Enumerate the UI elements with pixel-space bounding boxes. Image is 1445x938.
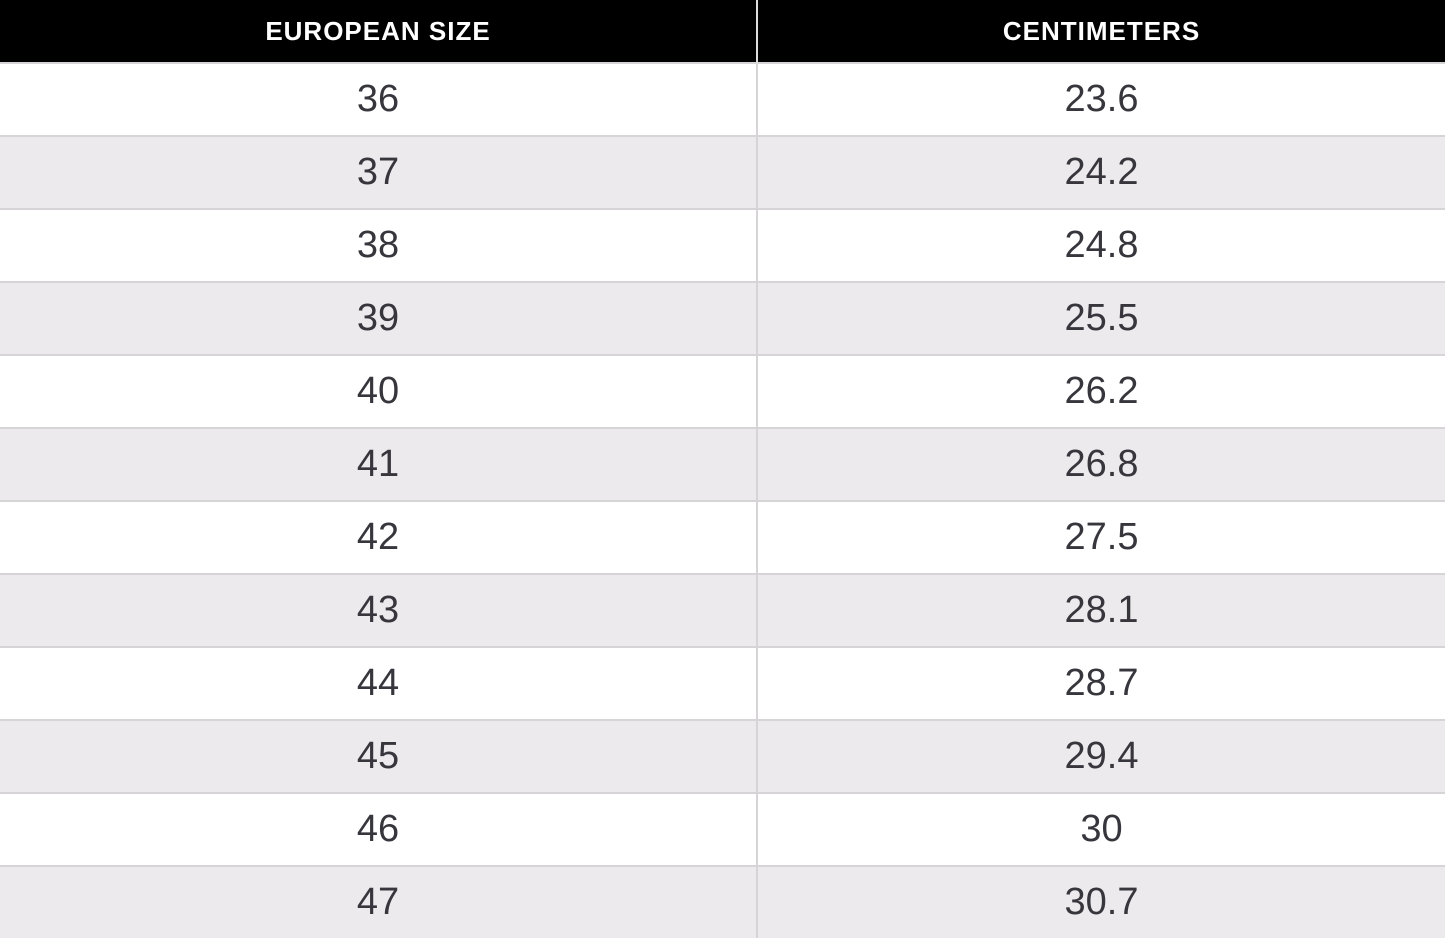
table-row: 45 29.4: [0, 719, 1445, 793]
table-row: 39 25.5: [0, 281, 1445, 355]
eu-size-cell: 41: [0, 427, 758, 501]
cm-cell: 28.1: [757, 573, 1445, 647]
eu-size-cell: 37: [0, 135, 758, 209]
eu-size-cell: 44: [0, 646, 758, 720]
header-row: EUROPEAN SIZE CENTIMETERS: [0, 0, 1445, 63]
column-header-european-size: EUROPEAN SIZE: [0, 0, 758, 63]
cm-cell: 30.7: [757, 865, 1445, 938]
eu-size-cell: 38: [0, 208, 758, 282]
table-row: 44 28.7: [0, 646, 1445, 720]
eu-size-cell: 39: [0, 281, 758, 355]
cm-cell: 24.8: [757, 208, 1445, 282]
cm-cell: 23.6: [757, 62, 1445, 136]
eu-size-cell: 43: [0, 573, 758, 647]
table-row: 47 30.7: [0, 865, 1445, 938]
cm-cell: 26.8: [757, 427, 1445, 501]
column-header-centimeters: CENTIMETERS: [757, 0, 1445, 63]
cm-cell: 28.7: [757, 646, 1445, 720]
table-row: 46 30: [0, 792, 1445, 866]
eu-size-cell: 36: [0, 62, 758, 136]
table-row: 38 24.8: [0, 208, 1445, 282]
cm-cell: 25.5: [757, 281, 1445, 355]
eu-size-cell: 40: [0, 354, 758, 428]
table-row: 40 26.2: [0, 354, 1445, 428]
table-row: 36 23.6: [0, 62, 1445, 136]
eu-size-cell: 47: [0, 865, 758, 938]
eu-size-cell: 45: [0, 719, 758, 793]
table-row: 42 27.5: [0, 500, 1445, 574]
cm-cell: 27.5: [757, 500, 1445, 574]
eu-size-cell: 46: [0, 792, 758, 866]
cm-cell: 29.4: [757, 719, 1445, 793]
cm-cell: 30: [757, 792, 1445, 866]
cm-cell: 26.2: [757, 354, 1445, 428]
table-row: 37 24.2: [0, 135, 1445, 209]
table-row: 43 28.1: [0, 573, 1445, 647]
table-row: 41 26.8: [0, 427, 1445, 501]
cm-cell: 24.2: [757, 135, 1445, 209]
eu-size-cell: 42: [0, 500, 758, 574]
